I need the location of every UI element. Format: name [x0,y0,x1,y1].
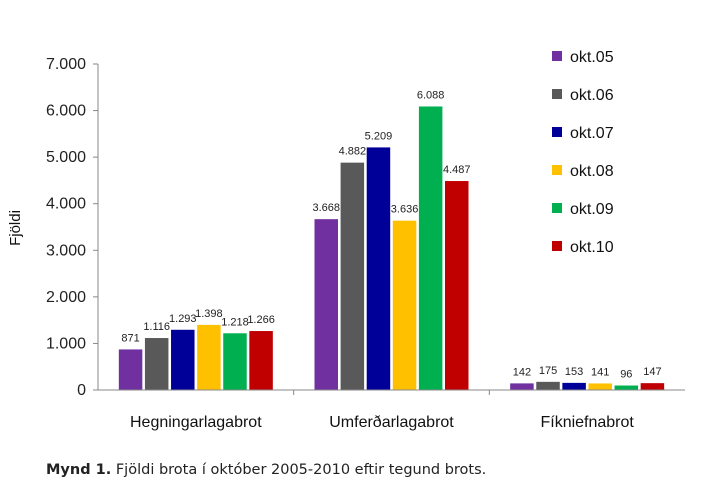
legend-swatch [552,241,562,251]
bar-okt10-2 [640,383,665,390]
data-label: 3.636 [391,204,419,216]
x-category-label: Umferðarlagabrot [329,414,454,431]
legend-label: okt.05 [570,49,614,66]
y-tick-label: 4.000 [46,196,86,213]
y-tick-label: 2.000 [46,289,86,306]
data-label: 4.487 [443,164,471,176]
legend-label: okt.07 [570,125,614,142]
data-label: 142 [513,366,531,378]
bar-okt08-1 [392,220,417,390]
bar-okt09-2 [614,385,639,390]
legend-swatch [552,203,562,213]
data-label: 5.209 [365,130,393,142]
bar-okt05-0 [118,349,143,390]
legend-label: okt.08 [570,163,614,180]
legend-label: okt.10 [570,239,614,256]
y-tick-label: 1.000 [46,335,86,352]
legend-swatch [552,165,562,175]
legend-label: okt.06 [570,87,614,104]
y-tick-label: 7.000 [46,56,86,73]
x-axis: Hegningarlagabrot Umferðarlagabrot Fíknief… [98,389,685,431]
caption-text: Fjöldi brota í október 2005-2010 eftir t… [111,462,487,478]
data-label: 1.116 [143,321,170,333]
data-label: 1.398 [195,308,223,320]
data-label: 1.293 [169,313,197,325]
bar-okt05-2 [510,383,534,390]
y-tick-label: 6.000 [46,103,86,120]
y-tick-label: 3.000 [46,242,86,259]
bar-okt09-0 [223,333,247,390]
caption-prefix: Mynd 1. [46,462,112,478]
data-label: 4.882 [339,146,367,158]
data-label: 1.218 [221,316,249,328]
legend: okt.05 okt.06 okt.07 okt.08 okt.09 okt.10 [552,49,614,256]
data-label: 6.088 [417,89,445,101]
legend-swatch [552,89,562,99]
x-category-label: Hegningarlagabrot [130,414,262,431]
bar-okt08-0 [197,324,221,390]
bar-okt10-0 [249,331,273,390]
bar-okt07-1 [366,147,391,390]
data-label: 96 [620,369,632,381]
bar-okt05-1 [314,219,338,390]
y-tick-label: 5.000 [46,149,86,166]
data-label: 147 [643,366,661,378]
bar-okt06-1 [340,162,365,390]
legend-label: okt.09 [570,201,614,218]
bar-chart: 0 1.000 2.000 3.000 4.000 5.000 6.000 7.000 871… [7,49,685,431]
data-label: 141 [591,366,609,378]
data-label: 175 [539,365,557,377]
y-axis: 0 1.000 2.000 3.000 4.000 5.000 6.000 7.000 [46,56,99,399]
data-label: 1.266 [247,314,275,326]
legend-swatch [552,127,562,137]
figure-caption: Mynd 1. Fjöldi brota í október 2005-2010… [46,462,486,478]
legend-swatch [552,51,562,61]
y-tick-label: 0 [77,382,86,399]
data-label: 871 [121,332,139,344]
bar-okt10-1 [445,181,469,390]
bar-okt07-0 [171,329,195,390]
bar-okt06-0 [144,338,169,390]
bar-okt07-2 [562,382,586,390]
bar-okt09-1 [418,106,443,390]
data-label: 153 [565,366,583,378]
bar-okt06-2 [536,381,560,390]
data-label: 3.668 [312,202,340,214]
bar-okt08-2 [588,383,612,390]
x-category-label: Fíkniefnabrot [540,414,634,431]
y-axis-label: Fjöldi [7,210,24,246]
